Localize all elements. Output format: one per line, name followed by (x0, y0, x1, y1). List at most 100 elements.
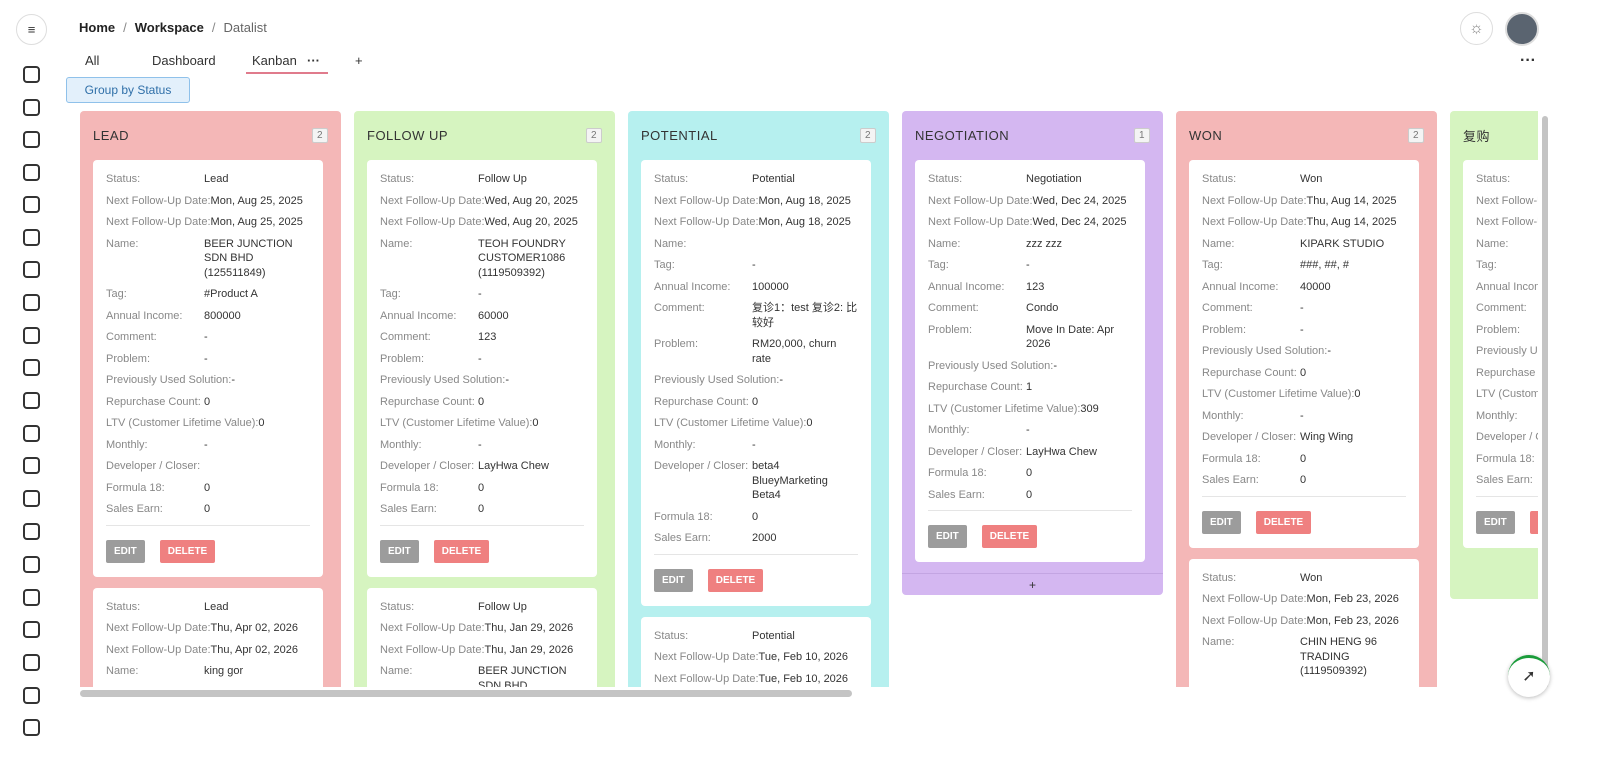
field-value: - (1026, 424, 1030, 436)
field-value: CHIN HENG 96 TRADING (1119509392) (1300, 636, 1378, 677)
nav-icon[interactable] (23, 556, 40, 573)
field-label: Repurchase Count: (928, 381, 1023, 393)
field-label: Formula 18: (928, 467, 987, 479)
edit-button[interactable]: EDIT (1476, 510, 1515, 534)
field-row: Next Follow-Up Date: Thu, Jan 29, 2026 (380, 643, 584, 658)
field-row: Comment: Condo (928, 301, 1132, 316)
nav-icon[interactable] (23, 621, 40, 638)
field-value: 0 (478, 481, 485, 494)
field-row: Previously Used Solution: - (106, 373, 310, 388)
nav-icon[interactable] (23, 425, 40, 442)
nav-icon[interactable] (23, 359, 40, 376)
field-value: zzz zzz (1026, 237, 1063, 250)
delete-button[interactable]: DELETE (1255, 510, 1312, 534)
nav-icon[interactable] (23, 164, 40, 181)
breadcrumb-item[interactable]: Workspace (134, 20, 204, 35)
delete-button[interactable]: DELETE (707, 568, 764, 592)
field-label: Name: (106, 665, 139, 677)
group-button[interactable]: Group by Status (66, 77, 190, 103)
card-actions: EDIT DELETE (1202, 495, 1406, 534)
nav-icon[interactable] (23, 490, 40, 507)
add-card[interactable]: + (902, 573, 1163, 595)
delete-button[interactable]: DELETE (159, 539, 216, 563)
field-value: 2000 (752, 532, 777, 544)
field-row: Repurchase Count: 0 (654, 395, 858, 410)
nav-icon[interactable] (23, 294, 40, 311)
v-scrollbar (1542, 116, 1548, 688)
edit-button[interactable]: EDIT (1202, 510, 1241, 534)
menu-button[interactable]: ≡ (16, 14, 47, 45)
edit-button[interactable]: EDIT (654, 568, 693, 592)
field-label: Monthly: (380, 438, 422, 451)
breadcrumb-item[interactable]: Home (79, 20, 116, 35)
field-row: Previously Used Solution: - (654, 373, 858, 388)
nav-icon[interactable] (23, 654, 40, 671)
field-row: Sales Earn: 0 (1202, 473, 1406, 488)
field-value: - (1026, 259, 1030, 271)
nav-icon[interactable] (23, 719, 40, 736)
nav-icon[interactable] (23, 589, 40, 606)
delete-button[interactable]: DELETE (981, 525, 1038, 548)
field-label: Next Follow-Up Date: (654, 651, 759, 663)
field-value: 0 (1026, 488, 1033, 501)
field-value: - (478, 438, 482, 451)
nav-icon[interactable] (23, 523, 40, 540)
field-label: Next Follow-Up Date: (928, 216, 1033, 228)
field-label: Status: (1476, 173, 1511, 185)
tab-menu[interactable]: ··· (307, 53, 320, 68)
field-value: 0 (204, 481, 211, 494)
field-value: Mon, Aug 18, 2025 (758, 216, 851, 228)
tab[interactable]: All (85, 53, 100, 68)
field-value: TEOH FOUNDRY CUSTOMER1086 (1119509392) (478, 237, 566, 279)
field-row: Comment: - (106, 330, 310, 345)
nav-icon[interactable] (23, 131, 40, 148)
tab[interactable]: Kanban (252, 53, 297, 68)
field-row: Status: Won (1202, 172, 1406, 187)
delete-button[interactable]: DELETE (1529, 510, 1538, 534)
nav-icon[interactable] (23, 457, 40, 474)
column-title: FOLLOW UP (367, 128, 449, 143)
theme-button[interactable]: ☼ (1460, 12, 1493, 45)
field-row: Comment: - (1202, 301, 1406, 316)
nav-icon[interactable] (23, 392, 40, 409)
field-row: Comment: 123 (380, 330, 584, 345)
tab[interactable]: Dashboard (152, 53, 216, 68)
field-label: Comment: (928, 302, 979, 314)
field-value: Condo (1026, 302, 1059, 314)
edit-button[interactable]: EDIT (380, 539, 419, 563)
field-value: LayHwa Chew (1026, 445, 1097, 458)
field-label: Developer / Closer: (1202, 431, 1297, 443)
card: Status: Lead Next Follow-Up Date: Thu, Apr … (93, 587, 323, 687)
column-title: WON (1189, 128, 1223, 143)
rocket-button[interactable]: ➚ (1508, 655, 1550, 697)
field-label: Previously Used Solution: (1202, 345, 1328, 357)
field-value: king gor (204, 665, 244, 677)
tab-more[interactable]: ··· (1520, 52, 1536, 69)
nav-icon[interactable] (23, 261, 40, 278)
edit-button[interactable]: EDIT (928, 525, 967, 548)
field-label: Status: (106, 173, 141, 185)
nav-icon[interactable] (23, 687, 40, 704)
nav-icon[interactable] (23, 99, 40, 116)
add-tab[interactable]: + (355, 53, 363, 68)
field-row: Annual Income: 60000 (380, 309, 584, 324)
field-label: Next Follow-Up Date: (106, 216, 211, 228)
field-label: Next Follow-Up Date: (380, 643, 485, 656)
field-value: - (1300, 409, 1304, 422)
nav-icon[interactable] (23, 327, 40, 344)
field-row: Problem: - (1202, 323, 1406, 338)
field-value: 60000 (478, 309, 509, 322)
field-value: Wed, Aug 20, 2025 (484, 194, 578, 207)
field-value: 0 (204, 503, 211, 515)
breadcrumb-item[interactable]: Datalist (223, 20, 267, 35)
nav-icon[interactable] (23, 66, 40, 83)
field-label: Sales Earn: (106, 503, 163, 515)
delete-button[interactable]: DELETE (433, 539, 490, 563)
avatar[interactable] (1505, 12, 1539, 46)
edit-button[interactable]: EDIT (106, 539, 145, 563)
field-value: beta4 BlueyMarketing Beta4 (752, 460, 828, 501)
field-value: 40000 (1300, 280, 1331, 293)
field-label: Name: (654, 237, 687, 250)
nav-icon[interactable] (23, 229, 40, 246)
nav-icon[interactable] (23, 196, 40, 213)
